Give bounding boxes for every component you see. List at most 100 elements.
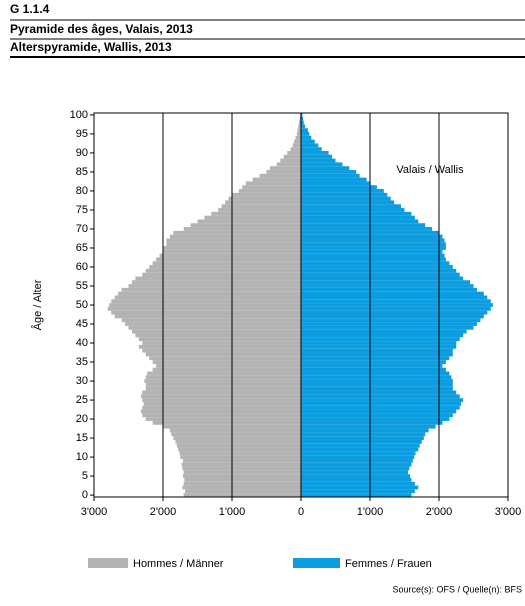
- bar: [301, 310, 488, 315]
- bar: [259, 173, 301, 178]
- bar: [301, 151, 329, 155]
- bar: [301, 170, 357, 174]
- bar: [301, 363, 443, 368]
- bar: [301, 333, 464, 338]
- y-tick-label: 55: [76, 280, 88, 292]
- bar: [301, 485, 419, 490]
- bar: [301, 375, 452, 380]
- bar: [182, 466, 301, 471]
- bar: [145, 417, 301, 421]
- bar: [145, 352, 301, 357]
- bar: [301, 458, 413, 463]
- source: Source(s): OFS / Quelle(n): BFS: [392, 584, 522, 594]
- bar: [301, 436, 424, 440]
- bar: [283, 154, 301, 159]
- bar: [142, 413, 301, 418]
- bar: [301, 238, 445, 243]
- y-tick-label: 20: [76, 413, 88, 425]
- bar: [301, 390, 457, 395]
- bar: [156, 363, 301, 368]
- bar: [301, 413, 453, 418]
- y-tick-label: 15: [76, 432, 88, 444]
- bar: [301, 477, 412, 482]
- bar: [169, 234, 301, 239]
- bar: [301, 470, 408, 475]
- bar: [242, 185, 301, 190]
- bar: [301, 409, 457, 414]
- bar: [301, 158, 336, 163]
- bar: [301, 401, 462, 406]
- y-tick-label: 80: [76, 185, 88, 197]
- bar: [301, 474, 411, 478]
- y-tick-label: 10: [76, 451, 88, 463]
- bar: [149, 265, 301, 269]
- bar: [140, 409, 301, 414]
- annotation: Valais / Wallis: [396, 164, 464, 176]
- bar: [301, 211, 412, 216]
- bar: [301, 420, 443, 425]
- bar: [301, 215, 415, 220]
- bar: [301, 356, 450, 361]
- y-tick-label: 95: [76, 128, 88, 140]
- bar: [301, 295, 488, 300]
- bar: [301, 204, 402, 209]
- bar: [121, 287, 301, 292]
- bar: [301, 276, 464, 281]
- bar: [301, 196, 391, 201]
- chart-subtitle: Alterspyramide, Wallis, 2013: [10, 40, 172, 54]
- bar: [301, 253, 445, 258]
- bar: [138, 337, 301, 342]
- y-tick-label: 70: [76, 223, 88, 235]
- bar: [266, 170, 301, 174]
- bar: [135, 276, 301, 281]
- bar: [301, 352, 453, 357]
- bar: [301, 360, 446, 364]
- bar: [301, 344, 457, 349]
- bar: [118, 291, 302, 296]
- chart-code: G 1.1.4: [10, 2, 50, 16]
- bar: [301, 280, 471, 285]
- y-tick-label: 100: [70, 109, 88, 121]
- bar: [301, 405, 460, 410]
- bar: [301, 116, 304, 121]
- y-tick-label: 40: [76, 337, 88, 349]
- bar: [218, 208, 301, 212]
- y-tick-label: 35: [76, 356, 88, 368]
- bar: [109, 303, 302, 307]
- bar: [301, 325, 474, 330]
- bar: [301, 162, 343, 167]
- bar: [301, 166, 350, 171]
- x-tick-label: 3'000: [81, 506, 108, 518]
- bar: [301, 181, 370, 186]
- y-tick-label: 60: [76, 261, 88, 273]
- bar: [301, 314, 484, 319]
- bar: [144, 379, 301, 383]
- chart-title: Pyramide des âges, Valais, 2013: [10, 22, 193, 36]
- bar: [142, 405, 301, 410]
- bar: [183, 474, 301, 478]
- bar: [111, 310, 301, 315]
- bar: [142, 348, 301, 353]
- bar: [301, 177, 367, 182]
- bar: [138, 344, 301, 349]
- bar: [301, 124, 306, 129]
- bar: [301, 303, 493, 307]
- bar: [294, 139, 301, 144]
- plot-frame: [93, 112, 509, 498]
- bar: [301, 481, 415, 486]
- bar: [301, 462, 412, 467]
- y-tick-label: 65: [76, 242, 88, 254]
- bar: [301, 424, 436, 429]
- bar: [156, 257, 301, 262]
- bar: [128, 284, 301, 288]
- bar: [301, 147, 322, 152]
- bar: [169, 428, 301, 433]
- bar: [301, 348, 453, 353]
- legend-swatch: [88, 558, 128, 568]
- y-tick-label: 30: [76, 375, 88, 387]
- bar: [140, 394, 301, 399]
- legend-label: Femmes / Frauen: [345, 558, 432, 570]
- bar: [145, 268, 301, 273]
- bar: [301, 173, 360, 178]
- bar: [145, 386, 301, 391]
